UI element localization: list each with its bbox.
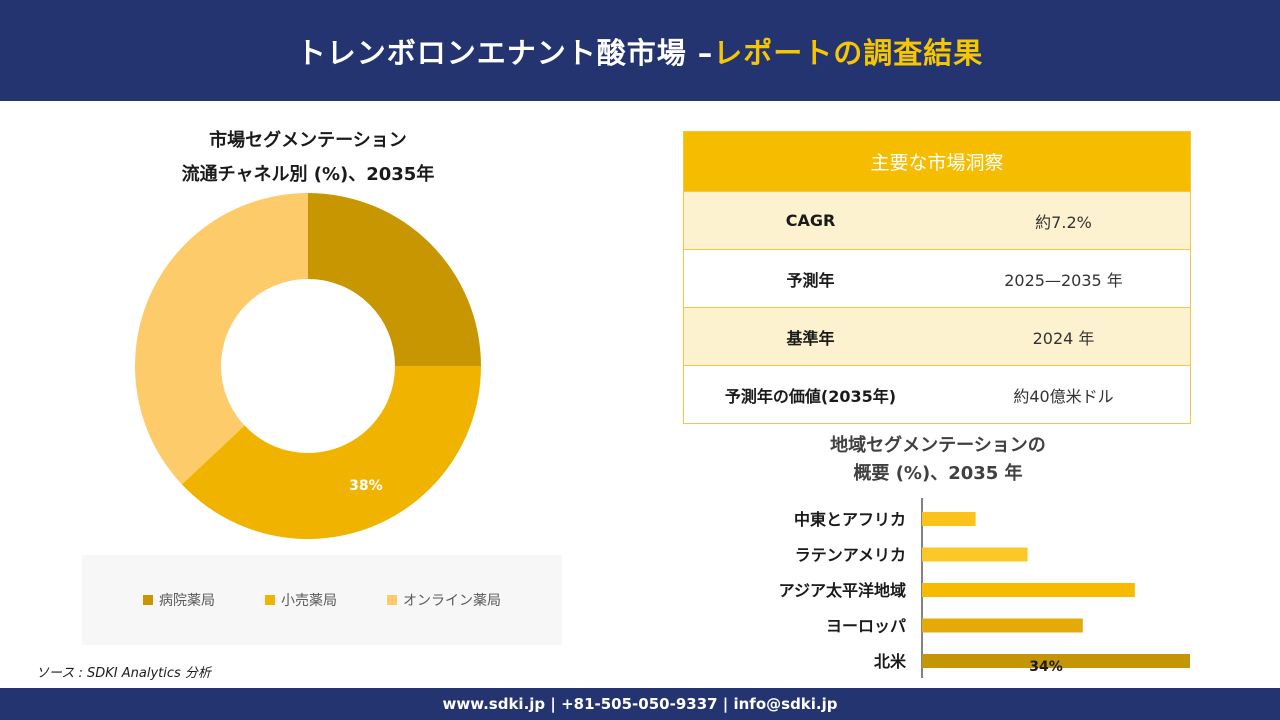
insights-value: 2024 年 [1032, 328, 1095, 348]
insights-row: CAGR 約7.2% [684, 191, 1190, 249]
footer-contact: www.sdki.jp | +81-505-050-9337 | info@sd… [442, 695, 838, 713]
insights-row: 予測年の価値(2035年) 約40億米ドル [684, 365, 1190, 423]
legend-item: オンライン薬局 [387, 590, 501, 610]
insights-header: 主要な市場洞察 [684, 132, 1190, 191]
title-accent: レポートの調査結果 [713, 35, 984, 70]
donut-slice-1 [308, 193, 481, 366]
donut-title-line2: 流通チャネル別 (%)、2035年 [181, 164, 435, 185]
donut-title-line1: 市場セグメンテーション [209, 130, 407, 151]
bar-data-label: 34% [1029, 659, 1063, 675]
legend-swatch [143, 595, 153, 605]
market-insights-table: 主要な市場洞察 CAGR 約7.2% 予測年 2025—2035 年基準年 2024 年… [683, 131, 1191, 424]
bar-2 [922, 547, 1028, 562]
bar-title-line1: 地域セグメンテーションの [830, 435, 1046, 456]
bar-5 [922, 654, 1190, 668]
legend-swatch [387, 595, 397, 605]
insights-label: 予測年の価値(2035年) [724, 386, 897, 406]
bar-1 [922, 512, 976, 526]
legend-label: 病院薬局 [159, 593, 215, 609]
bar-chart-title: 地域セグメンテーションの 概要 (%)、2035 年 [738, 432, 1138, 488]
donut-data-label: 38% [349, 478, 383, 494]
legend-swatch [265, 595, 275, 605]
legend-label: オンライン薬局 [403, 593, 501, 609]
insights-value: 2025—2035 年 [1004, 270, 1123, 290]
insights-value: 約7.2% [1035, 212, 1092, 232]
insights-value: 約40億米ドル [1013, 386, 1114, 406]
donut-legend: 病院薬局 小売薬局 オンライン薬局 [82, 555, 562, 645]
legend-item: 小売薬局 [265, 590, 337, 610]
donut-chart: 38% [135, 193, 481, 540]
insights-label: 予測年 [786, 270, 835, 290]
bar-4 [922, 618, 1083, 633]
legend-label: 小売薬局 [281, 593, 337, 609]
bar-category-label: ラテンアメリカ [795, 546, 906, 565]
bar-title-line2: 概要 (%)、2035 年 [853, 463, 1023, 484]
insights-label: 基準年 [786, 328, 835, 348]
bar-category-label: 中東とアフリカ [794, 510, 906, 529]
footer-bar: www.sdki.jp | +81-505-050-9337 | info@sd… [0, 688, 1280, 720]
bar-3 [922, 583, 1135, 597]
insights-label: CAGR [785, 211, 836, 230]
page-title: トレンボロンエナント酸市場 –レポートの調査結果 [296, 35, 984, 70]
donut-slice-2 [181, 366, 481, 540]
header-banner: トレンボロンエナント酸市場 –レポートの調査結果 [0, 0, 1280, 101]
donut-slice-3 [135, 193, 308, 485]
insights-row: 基準年 2024 年 [684, 307, 1190, 365]
insights-row: 予測年 2025—2035 年 [684, 249, 1190, 307]
legend-item: 病院薬局 [143, 590, 215, 610]
bar-category-label: ヨーロッパ [826, 617, 906, 636]
donut-chart-title: 市場セグメンテーション 流通チャネル別 (%)、2035年 [108, 124, 508, 192]
bar-category-label: 北米 [874, 652, 907, 671]
source-note: ソース : SDKI Analytics 分析 [36, 666, 211, 681]
bar-category-label: アジア太平洋地域 [779, 581, 906, 600]
